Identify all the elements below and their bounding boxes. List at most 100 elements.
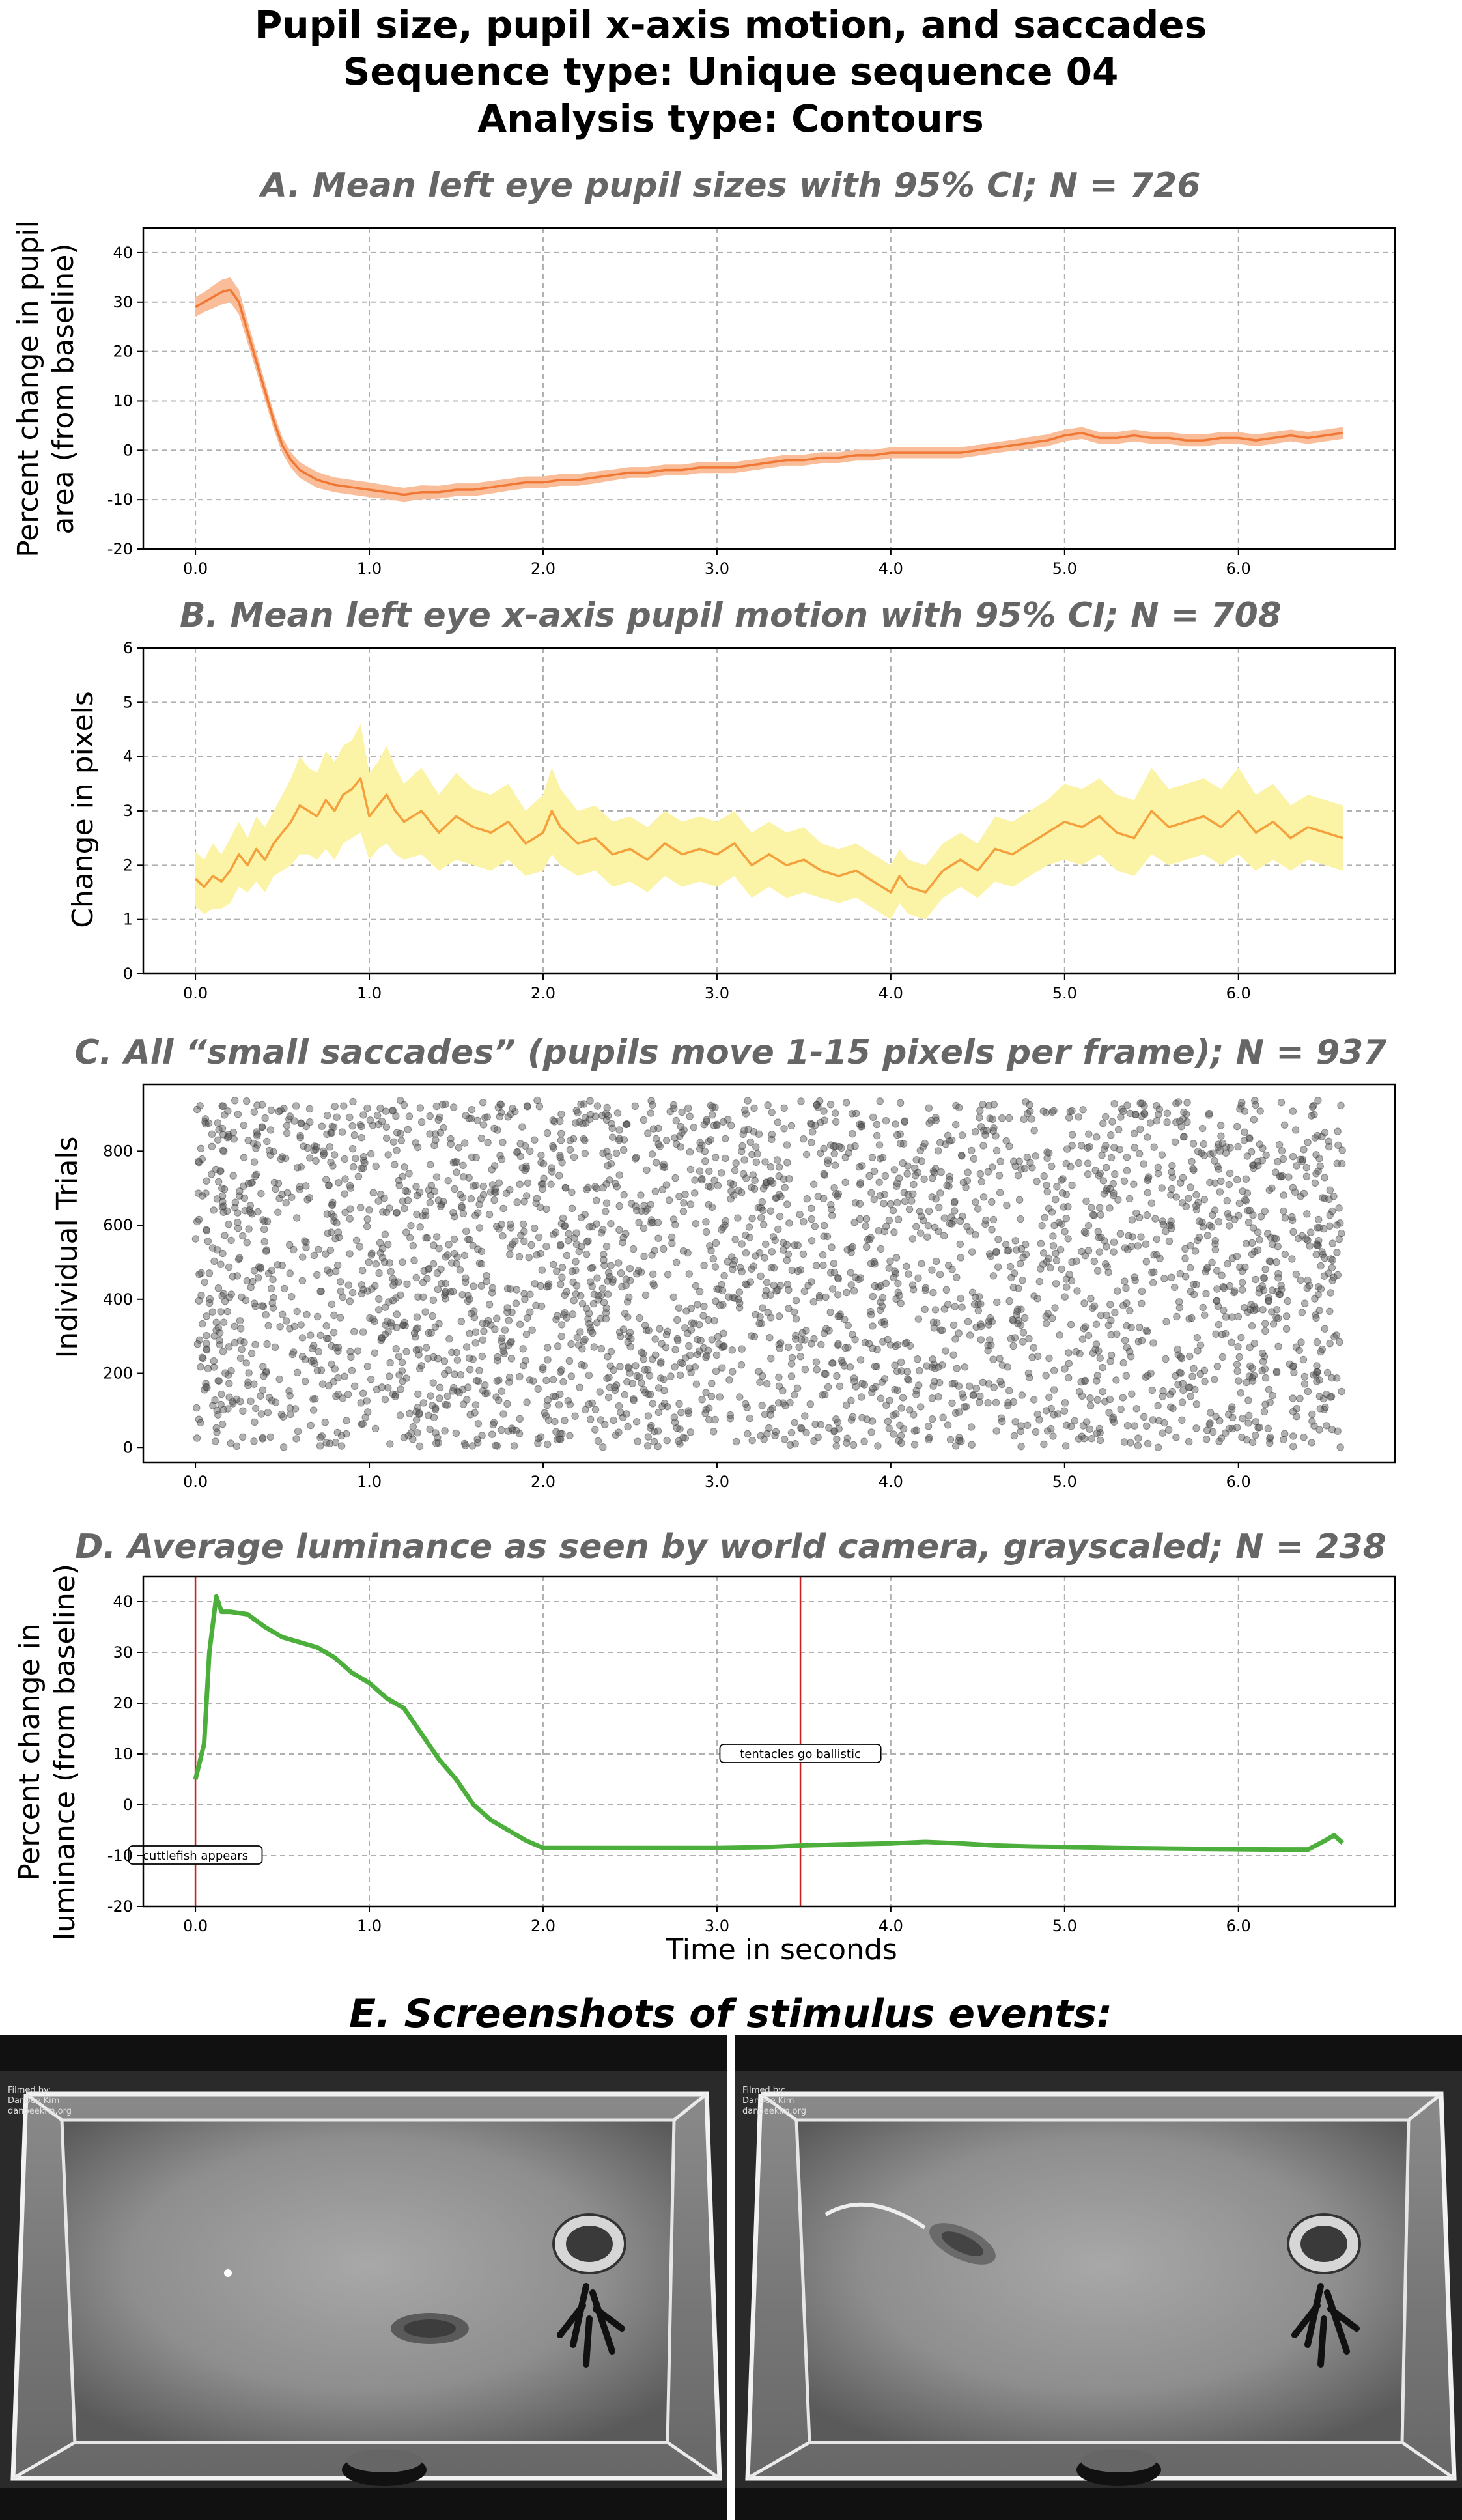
saccade-point <box>638 1348 645 1356</box>
saccade-point <box>942 1286 951 1294</box>
saccade-point <box>1019 1277 1026 1284</box>
saccade-point <box>397 1129 404 1138</box>
saccade-point <box>1237 1389 1245 1397</box>
saccade-point <box>958 1390 966 1398</box>
saccade-point <box>495 1396 503 1404</box>
saccade-point <box>869 1385 877 1393</box>
saccade-point <box>341 1190 348 1198</box>
saccade-point <box>427 1161 434 1168</box>
saccade-point <box>477 1282 485 1290</box>
saccade-point <box>1239 1279 1246 1286</box>
saccade-point <box>585 1371 593 1380</box>
saccade-point <box>506 1251 514 1258</box>
saccade-point <box>451 1185 458 1193</box>
saccade-point <box>752 1252 759 1260</box>
saccade-point <box>570 1153 578 1161</box>
saccade-point <box>1206 1178 1214 1187</box>
saccade-point <box>1241 1128 1248 1136</box>
saccade-point <box>484 1139 492 1146</box>
saccade-point <box>1235 1353 1244 1361</box>
saccade-point <box>880 1191 889 1198</box>
saccade-point <box>1011 1237 1019 1245</box>
saccade-point <box>917 1403 925 1411</box>
saccade-point <box>1123 1322 1131 1330</box>
saccade-point <box>1280 1436 1287 1444</box>
saccade-point <box>1188 1372 1196 1381</box>
saccade-point <box>479 1182 487 1191</box>
saccade-point <box>1295 1234 1302 1243</box>
saccade-point <box>875 1227 883 1235</box>
saccade-point <box>615 1126 623 1134</box>
saccade-point <box>906 1406 914 1414</box>
saccade-point <box>245 1369 253 1377</box>
saccade-point <box>1269 1320 1278 1328</box>
saccade-point <box>204 1238 212 1245</box>
saccade-point <box>587 1278 595 1286</box>
saccade-point <box>1191 1385 1199 1394</box>
saccade-point <box>705 1316 712 1324</box>
saccade-point <box>1328 1239 1337 1247</box>
saccade-point <box>1183 1099 1191 1107</box>
saccade-point <box>1065 1114 1073 1122</box>
saccade-point <box>507 1224 515 1232</box>
saccade-point <box>901 1339 909 1348</box>
saccade-point <box>1068 1182 1076 1189</box>
saccade-point <box>1063 1283 1071 1291</box>
saccade-point <box>705 1415 713 1424</box>
saccade-point <box>197 1144 205 1153</box>
saccade-point <box>210 1257 218 1266</box>
saccade-point <box>533 1251 541 1259</box>
saccade-point <box>1256 1236 1263 1244</box>
saccade-point <box>474 1209 482 1217</box>
saccade-point <box>1056 1245 1065 1254</box>
saccade-point <box>944 1421 952 1429</box>
saccade-point <box>1248 1364 1256 1372</box>
saccade-point <box>1030 1344 1038 1352</box>
saccade-point <box>1065 1374 1073 1382</box>
saccade-point <box>1047 1404 1056 1413</box>
saccade-point <box>832 1190 840 1198</box>
saccade-point <box>1101 1398 1109 1406</box>
saccade-point <box>1293 1405 1300 1413</box>
saccade-point <box>757 1432 765 1440</box>
saccade-point <box>339 1293 347 1301</box>
saccade-point <box>539 1180 547 1188</box>
saccade-point <box>675 1400 683 1408</box>
saccade-point <box>769 1233 778 1241</box>
saccade-point <box>1252 1101 1259 1109</box>
saccade-point <box>399 1321 407 1329</box>
saccade-point <box>485 1301 494 1309</box>
saccade-point <box>856 1200 864 1208</box>
saccade-point <box>218 1102 226 1110</box>
saccade-point <box>637 1191 645 1199</box>
saccade-point <box>857 1123 865 1131</box>
stimulus-screenshot-tentacles-go-ballistic: Filmed by: Danbee Kim danbeekim.org <box>735 2035 1462 2520</box>
saccade-point <box>1281 1214 1289 1222</box>
saccade-point <box>250 1267 259 1275</box>
saccade-point <box>478 1352 486 1361</box>
saccade-point <box>1213 1267 1221 1275</box>
saccade-point <box>976 1393 984 1400</box>
saccade-point <box>1077 1378 1085 1386</box>
saccade-point <box>676 1371 684 1380</box>
saccade-point <box>278 1153 286 1161</box>
saccade-point <box>752 1143 760 1151</box>
saccade-point <box>945 1262 953 1269</box>
saccade-point <box>1088 1204 1095 1211</box>
saccade-point <box>1072 1348 1080 1356</box>
saccade-point <box>774 1225 782 1234</box>
saccade-point <box>742 1231 750 1239</box>
saccade-point <box>458 1194 467 1202</box>
saccade-point <box>832 1109 839 1117</box>
saccade-point <box>1065 1270 1073 1279</box>
saccade-point <box>504 1427 513 1435</box>
saccade-point <box>498 1109 505 1117</box>
saccade-point <box>414 1404 421 1411</box>
saccade-point <box>391 1161 399 1168</box>
saccade-point <box>738 1240 746 1248</box>
saccade-point <box>279 1413 287 1421</box>
saccade-point <box>803 1195 811 1203</box>
saccade-point <box>890 1430 898 1438</box>
saccade-point <box>706 1242 714 1250</box>
